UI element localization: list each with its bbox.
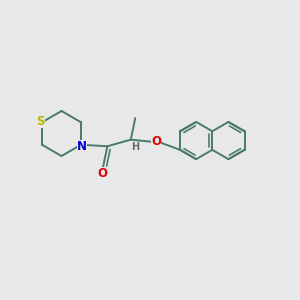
Text: O: O: [97, 167, 107, 180]
Text: S: S: [37, 115, 45, 128]
Text: H: H: [131, 142, 139, 152]
Text: O: O: [151, 135, 161, 148]
Text: N: N: [77, 140, 87, 153]
